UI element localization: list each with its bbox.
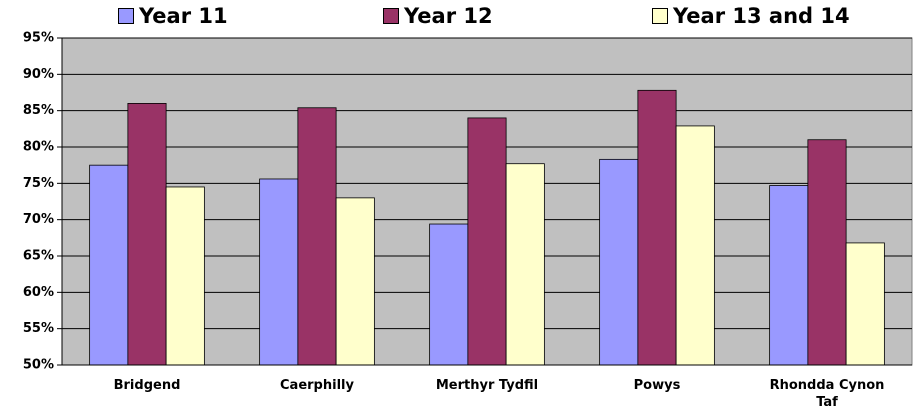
bar [127,103,167,366]
y-tick-label: 65% [23,249,54,264]
legend-swatch [383,8,399,24]
bar [89,164,129,366]
bar [467,117,507,366]
bar [259,178,299,366]
bar [637,89,677,366]
legend-label: Year 11 [139,4,228,28]
legend-item: Year 13 and 14 [652,4,850,28]
x-tick-label: Caerphilly [280,378,354,393]
y-tick-label: 60% [23,285,54,300]
bar [429,223,469,366]
bar [807,139,847,366]
y-tick-label: 50% [23,358,54,373]
bar [297,107,337,366]
x-tick-label: Powys [633,378,681,393]
y-tick-label: 55% [23,321,54,336]
bar [165,186,205,366]
x-tick-label: Merthyr Tydfil [435,378,539,393]
x-tick-label: Bridgend [113,378,181,393]
y-tick-label: 70% [23,212,54,227]
legend-swatch [118,8,134,24]
legend-label: Year 12 [404,4,493,28]
legend-item: Year 11 [118,4,228,28]
bar [769,185,809,366]
legend-swatch [652,8,668,24]
bar [599,158,639,366]
bar [505,163,545,366]
bar [845,242,885,366]
x-tick-label: Rhondda Cynon Taf [769,378,885,410]
bar [335,197,375,366]
y-tick-label: 85% [23,103,54,118]
y-tick-label: 90% [23,67,54,82]
y-tick-label: 75% [23,176,54,191]
bar [675,125,715,366]
legend-label: Year 13 and 14 [673,4,850,28]
y-tick-label: 80% [23,140,54,155]
y-tick-label: 95% [23,31,54,46]
legend-item: Year 12 [383,4,493,28]
legend: Year 11 Year 12 Year 13 and 14 [0,4,916,34]
